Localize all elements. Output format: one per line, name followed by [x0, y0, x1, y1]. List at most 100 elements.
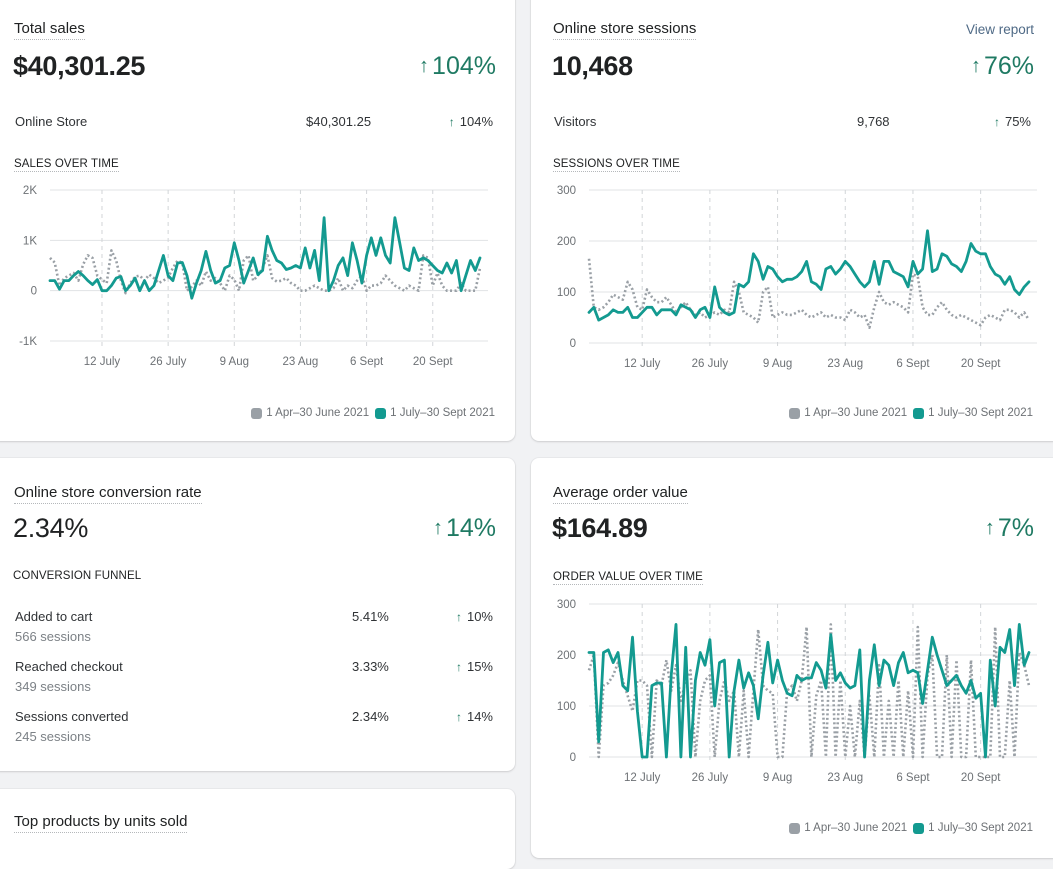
online-store-sessions-card: Online store sessions View report 10,468… — [531, 0, 1053, 441]
aov-value: $164.89 — [552, 513, 648, 543]
funnel-rate: 2.34% — [352, 709, 389, 724]
x-tick-label: 9 Aug — [763, 772, 792, 784]
funnel-delta-value: 14% — [466, 709, 493, 724]
x-tick-label: 26 July — [692, 358, 729, 370]
breakdown-value: $40,301.25 — [306, 114, 372, 129]
legend-item-previous[interactable]: 1 Apr–30 June 2021 — [789, 822, 907, 834]
aov-title[interactable]: Average order value — [553, 484, 688, 504]
top-products-title[interactable]: Top products by units sold — [14, 813, 188, 833]
sessions-title[interactable]: Online store sessions — [553, 20, 697, 40]
total-sales-title[interactable]: Total sales — [14, 20, 85, 40]
conversion-rate-card: Online store conversion rate 2.34% ↑ 14% … — [0, 458, 515, 771]
y-tick-label: 200 — [557, 650, 576, 662]
legend-item-current[interactable]: 1 July–30 Sept 2021 — [375, 407, 495, 419]
legend-label-previous: 1 Apr–30 June 2021 — [804, 822, 908, 834]
funnel-delta: ↑ 15% — [456, 659, 493, 674]
sessions-chart-legend: 1 Apr–30 June 2021 1 July–30 Sept 2021 — [783, 407, 1033, 419]
legend-item-current[interactable]: 1 July–30 Sept 2021 — [913, 822, 1033, 834]
series-line-current — [587, 622, 1031, 759]
sessions-chart-title[interactable]: SESSIONS OVER TIME — [553, 158, 680, 172]
conversion-title[interactable]: Online store conversion rate — [14, 484, 202, 504]
arrow-up-icon: ↑ — [455, 660, 462, 674]
arrow-up-icon: ↑ — [970, 55, 981, 77]
conversion-delta: ↑ 14% — [433, 514, 496, 543]
legend-label-previous: 1 Apr–30 June 2021 — [266, 407, 370, 419]
x-tick-label: 9 Aug — [220, 356, 249, 368]
legend-item-previous[interactable]: 1 Apr–30 June 2021 — [251, 407, 369, 419]
breakdown-delta: ↑ 104% — [449, 114, 493, 129]
arrow-up-icon: ↑ — [432, 517, 443, 539]
y-tick-label: 300 — [557, 599, 576, 611]
y-tick-label: 1K — [23, 235, 37, 247]
legend-swatch-previous — [789, 407, 801, 419]
breakdown-label: Online Store — [15, 114, 88, 129]
funnel-label: Sessions converted — [15, 709, 129, 724]
visitors-delta-value: 75% — [1004, 114, 1031, 129]
y-tick-label: 0 — [570, 338, 576, 350]
funnel-delta-value: 10% — [466, 609, 493, 624]
legend-label-current: 1 July–30 Sept 2021 — [390, 407, 495, 419]
x-tick-label: 23 Aug — [283, 356, 319, 368]
funnel-delta: ↑ 10% — [456, 609, 493, 624]
series-line-current — [587, 229, 1031, 322]
x-tick-label: 23 Aug — [827, 772, 863, 784]
series-line-previous — [587, 258, 1031, 329]
x-tick-label: 9 Aug — [763, 358, 792, 370]
legend-label-current: 1 July–30 Sept 2021 — [928, 407, 1033, 419]
total-sales-card: Total sales $40,301.25 ↑ 104% Online Stor… — [0, 0, 515, 441]
x-tick-label: 6 Sept — [350, 356, 384, 368]
y-tick-label: 100 — [557, 287, 576, 299]
x-tick-label: 12 July — [624, 772, 661, 784]
funnel-title: CONVERSION FUNNEL — [13, 570, 142, 582]
conversion-delta-value: 14% — [445, 514, 496, 542]
funnel-sessions: 349 sessions — [15, 679, 91, 694]
y-tick-label: 0 — [31, 286, 37, 298]
legend-swatch-previous — [251, 407, 263, 419]
sales-chart-legend: 1 Apr–30 June 2021 1 July–30 Sept 2021 — [245, 407, 495, 419]
y-tick-label: 0 — [570, 752, 576, 764]
legend-item-previous[interactable]: 1 Apr–30 June 2021 — [789, 407, 907, 419]
total-sales-value: $40,301.25 — [13, 51, 146, 81]
sales-chart-title[interactable]: SALES OVER TIME — [14, 158, 119, 172]
funnel-rate: 5.41% — [352, 609, 389, 624]
y-tick-label: -1K — [19, 336, 37, 348]
funnel-label: Added to cart — [15, 609, 93, 624]
visitors-label: Visitors — [554, 114, 597, 129]
x-tick-label: 6 Sept — [896, 772, 930, 784]
funnel-label: Reached checkout — [15, 659, 123, 674]
arrow-up-icon: ↑ — [984, 517, 995, 539]
visitors-delta: ↑ 75% — [994, 114, 1031, 129]
x-tick-label: 26 July — [692, 772, 729, 784]
visitors-value: 9,768 — [857, 114, 890, 129]
sessions-value: 10,468 — [552, 51, 633, 81]
sessions-delta-value: 76% — [983, 52, 1034, 80]
legend-swatch-current — [375, 407, 387, 419]
x-tick-label: 12 July — [624, 358, 661, 370]
x-tick-label: 6 Sept — [896, 358, 930, 370]
sessions-delta: ↑ 76% — [971, 52, 1034, 81]
arrow-up-icon: ↑ — [448, 115, 455, 129]
sales-over-time-chart: 2K 1K 0 -1K 12 July 26 July 9 Aug 23 Aug 6 Sept 2… — [19, 185, 488, 368]
funnel-delta-value: 15% — [466, 659, 493, 674]
aov-delta: ↑ 7% — [985, 514, 1034, 543]
order-value-over-time-chart: 300 200 100 0 12 July 26 July 9 Aug 23 Aug 6 Sep… — [557, 599, 1037, 784]
y-tick-label: 100 — [557, 701, 576, 713]
y-tick-label: 200 — [557, 236, 576, 248]
series-line-current — [48, 216, 482, 300]
x-tick-label: 23 Aug — [827, 358, 863, 370]
arrow-up-icon: ↑ — [419, 55, 430, 77]
x-tick-label: 20 Sept — [413, 356, 453, 368]
funnel-rate: 3.33% — [352, 659, 389, 674]
funnel-sessions: 566 sessions — [15, 629, 91, 644]
legend-item-current[interactable]: 1 July–30 Sept 2021 — [913, 407, 1033, 419]
x-tick-label: 26 July — [150, 356, 187, 368]
x-tick-label: 12 July — [84, 356, 121, 368]
y-tick-label: 300 — [557, 185, 576, 197]
top-products-card: Top products by units sold — [0, 789, 515, 869]
total-sales-delta-value: 104% — [432, 52, 496, 80]
aov-chart-title[interactable]: ORDER VALUE OVER TIME — [553, 571, 703, 585]
view-report-link[interactable]: View report — [965, 22, 1034, 37]
legend-label-current: 1 July–30 Sept 2021 — [928, 822, 1033, 834]
arrow-up-icon: ↑ — [455, 610, 462, 624]
funnel-sessions: 245 sessions — [15, 729, 91, 744]
